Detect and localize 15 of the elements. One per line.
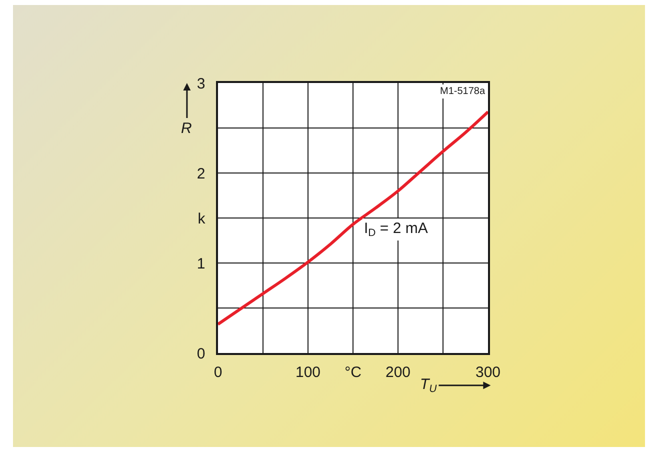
x-tick-label: °C bbox=[344, 364, 362, 381]
y-tick-label: 1 bbox=[196, 255, 206, 272]
annotation: M1-5178a bbox=[440, 86, 486, 97]
annotation: I$_{D}$ = 2 mA bbox=[364, 220, 428, 240]
y-tick-label: k bbox=[198, 210, 206, 228]
y-tick-label: 2 bbox=[196, 165, 206, 182]
x-tick-label: 100 bbox=[295, 364, 321, 381]
line-series bbox=[218, 110, 488, 326]
x-tick-label: 300 bbox=[475, 364, 501, 381]
x-tick-label: 0 bbox=[214, 364, 222, 381]
y-tick-label: 0 bbox=[196, 345, 206, 362]
x-axis-title: T$_{U}$ bbox=[420, 376, 438, 396]
x-tick-label: 200 bbox=[385, 364, 411, 381]
y-axis-title: R bbox=[181, 120, 192, 137]
y-tick-label: 3 bbox=[196, 75, 206, 92]
